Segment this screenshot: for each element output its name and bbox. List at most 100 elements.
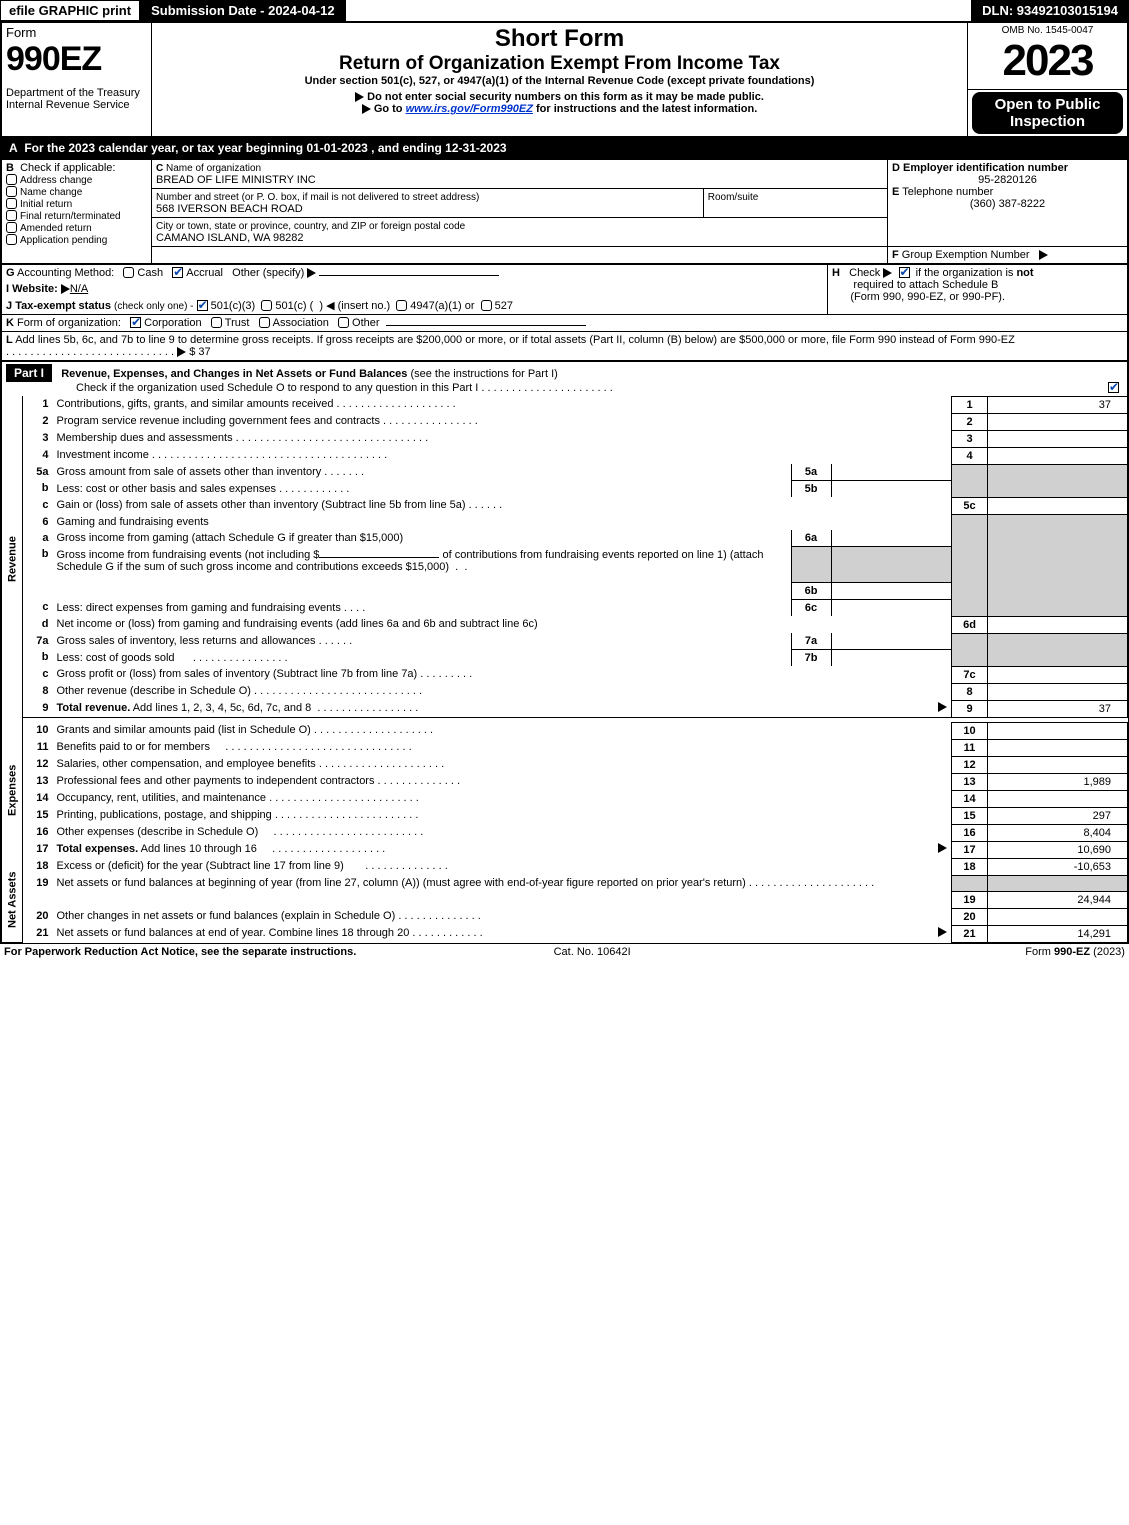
b-item-2: Initial return (20, 199, 72, 210)
arrow-icon (883, 268, 892, 278)
gray-cell (952, 599, 988, 616)
line-text: Total revenue. Add lines 1, 2, 3, 4, 5c,… (53, 700, 952, 717)
checkbox-final-return[interactable] (6, 210, 17, 221)
sub-val (831, 650, 951, 667)
line-no: 9 (23, 700, 53, 717)
line-text: Grants and similar amounts paid (list in… (53, 722, 952, 739)
l-text: Add lines 5b, 6c, and 7b to line 9 to de… (15, 334, 1015, 346)
line-no: 10 (23, 722, 53, 739)
line-no: 20 (23, 908, 53, 925)
line-no: 15 (23, 807, 53, 824)
checkbox-schedule-o[interactable] (1108, 382, 1119, 393)
irs-link[interactable]: www.irs.gov/Form990EZ (406, 103, 533, 115)
checkbox-4947[interactable] (396, 300, 407, 311)
side-label-revenue: Revenue (2, 396, 23, 722)
line-val: -10,653 (988, 858, 1128, 875)
line-no: 3 (23, 430, 53, 447)
line-no: 2 (23, 413, 53, 430)
h-text2: if the organization is (916, 267, 1017, 279)
gray-cell (952, 464, 988, 480)
checkbox-501c[interactable] (261, 300, 272, 311)
footer-catno: Cat. No. 10642I (554, 946, 631, 958)
b-item-1: Name change (20, 187, 82, 198)
line-text: Gaming and fundraising events (53, 514, 952, 530)
phone-value: (360) 387-8222 (892, 198, 1123, 210)
other-specify-input[interactable] (319, 275, 499, 276)
line-no: 14 (23, 790, 53, 807)
arrow-icon (1039, 250, 1048, 260)
gray-cell (988, 649, 1128, 666)
checkbox-address-change[interactable] (6, 174, 17, 185)
checkbox-application-pending[interactable] (6, 234, 17, 245)
checkbox-initial-return[interactable] (6, 198, 17, 209)
h-text4: (Form 990, 990-EZ, or 990-PF). (850, 291, 1005, 303)
street-value: 568 IVERSON BEACH ROAD (156, 203, 303, 215)
sub-num: 6c (791, 600, 831, 617)
fundraising-amount-input[interactable] (319, 557, 439, 558)
lines-table: Revenue 1 Contributions, gifts, grants, … (1, 396, 1128, 943)
form-outer: Form 990EZ Department of the Treasury In… (0, 21, 1129, 944)
entity-table: B Check if applicable: Address change Na… (1, 159, 1128, 264)
line-num: 15 (952, 807, 988, 824)
ein-value: 95-2820126 (892, 174, 1123, 186)
gray-cell (988, 480, 1128, 497)
line-num: 2 (952, 413, 988, 430)
line-text: Contributions, gifts, grants, and simila… (53, 396, 952, 413)
line-text: Net assets or fund balances at beginning… (53, 875, 952, 908)
line-num: 8 (952, 683, 988, 700)
j-a: 501(c)(3) (211, 300, 256, 312)
gray-cell (952, 633, 988, 649)
line-val (988, 616, 1128, 633)
efile-button[interactable]: efile GRAPHIC print (0, 0, 140, 21)
line-no: b (23, 649, 53, 666)
line-val (988, 908, 1128, 925)
line-val: 10,690 (988, 841, 1128, 858)
line-no: 8 (23, 683, 53, 700)
line-num: 1 (952, 396, 988, 413)
line-num: 14 (952, 790, 988, 807)
gray-cell (988, 530, 1128, 546)
sub-val (831, 583, 951, 600)
line-no: b (23, 546, 53, 599)
line-no: a (23, 530, 53, 546)
line-no (23, 891, 53, 908)
title-main: Return of Organization Exempt From Incom… (156, 53, 963, 75)
arrow-icon (362, 104, 371, 114)
checkbox-name-change[interactable] (6, 186, 17, 197)
gray-cell (988, 633, 1128, 649)
line-no: 21 (23, 925, 53, 942)
line-no: c (23, 497, 53, 514)
omb-number: OMB No. 1545-0047 (972, 25, 1123, 36)
checkbox-trust[interactable] (211, 317, 222, 328)
line-val: 37 (988, 396, 1128, 413)
checkbox-accrual[interactable] (172, 267, 183, 278)
other-org-input[interactable] (386, 325, 586, 326)
j-d: 527 (495, 300, 513, 312)
submission-date-button[interactable]: Submission Date - 2024-04-12 (140, 0, 346, 21)
checkbox-amended-return[interactable] (6, 222, 17, 233)
checkbox-501c3[interactable] (197, 300, 208, 311)
j-note: (check only one) ‐ (114, 301, 193, 312)
line-val: 1,989 (988, 773, 1128, 790)
checkbox-other-org[interactable] (338, 317, 349, 328)
checkbox-association[interactable] (259, 317, 270, 328)
line-no: 12 (23, 756, 53, 773)
street-label: Number and street (or P. O. box, if mail… (156, 192, 479, 203)
checkbox-527[interactable] (481, 300, 492, 311)
line-num: 5c (952, 497, 988, 514)
page-footer: For Paperwork Reduction Act Notice, see … (0, 944, 1129, 960)
b-item-5: Application pending (20, 235, 107, 246)
line-val (988, 413, 1128, 430)
top-bar: efile GRAPHIC print Submission Date - 20… (0, 0, 1129, 21)
gray-cell (952, 530, 988, 546)
gray-cell (791, 547, 831, 583)
line-no: 13 (23, 773, 53, 790)
line-text: Investment income . . . . . . . . . . . … (53, 447, 952, 464)
checkbox-cash[interactable] (123, 267, 134, 278)
line-num: 11 (952, 739, 988, 756)
line-text: Membership dues and assessments . . . . … (53, 430, 952, 447)
line-val: 24,944 (988, 891, 1128, 908)
checkbox-corporation[interactable] (130, 317, 141, 328)
sub-val (831, 464, 951, 480)
checkbox-h[interactable] (899, 267, 910, 278)
